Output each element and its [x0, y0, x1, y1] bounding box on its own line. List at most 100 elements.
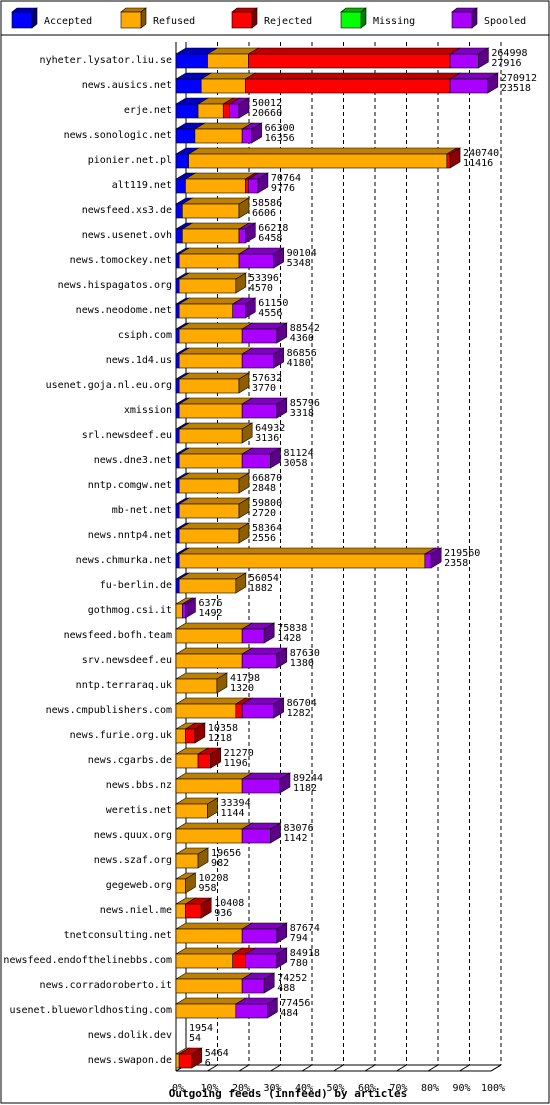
bar-row	[174, 47, 490, 69]
total-label: 1954	[189, 1023, 213, 1034]
total-label: 88542	[290, 323, 320, 334]
bar-segment-spooled	[241, 928, 278, 944]
bar-segment-top	[178, 472, 251, 480]
accepted-label: 11416	[463, 158, 493, 169]
floor-tick	[333, 1064, 344, 1072]
bar-segment-spooled	[182, 603, 186, 619]
bar-segment-top	[174, 622, 254, 630]
x-tick-label: 90%	[452, 1083, 470, 1094]
bar-row	[174, 772, 292, 794]
bar-segment-top	[174, 997, 247, 1005]
x-tick-label: 70%	[389, 1083, 407, 1094]
total-label: 58586	[252, 198, 282, 209]
bar-side	[478, 47, 489, 69]
bar-segment-refused	[175, 903, 186, 919]
floor-tick	[270, 1064, 281, 1072]
bar-row	[174, 847, 210, 869]
bar-row	[174, 747, 222, 769]
bar-segment-rejected	[245, 78, 451, 94]
bar-segment-refused	[175, 828, 243, 844]
bar-segment-accepted	[175, 128, 196, 144]
bar-row	[174, 597, 197, 619]
category-label: news.usenet.ovh	[82, 230, 172, 241]
total-label: 66870	[252, 473, 282, 484]
legend: Accepted Refused Rejected Missing Spooled	[0, 0, 550, 36]
bar-segment-accepted	[175, 103, 199, 119]
accepted-label: 3318	[290, 408, 314, 419]
bar-side	[216, 672, 228, 694]
bar-side	[194, 722, 206, 744]
total-label: 81124	[284, 448, 314, 459]
legend-item-refused: Refused	[120, 7, 195, 29]
bar-segment-refused	[200, 78, 246, 94]
bar-segment-spooled	[241, 653, 278, 669]
bar-side	[245, 222, 256, 244]
legend-swatch	[231, 11, 253, 29]
accepted-label: 1182	[293, 783, 317, 794]
total-label: 240740	[463, 148, 499, 159]
accepted-label: 9776	[271, 183, 295, 194]
bar-segment-refused	[178, 253, 240, 269]
total-label: 219560	[444, 548, 480, 559]
accepted-label: 16356	[265, 133, 295, 144]
bar-row	[174, 297, 257, 319]
category-label: nntp.comgw.net	[88, 480, 172, 491]
floor-tick	[301, 1064, 313, 1072]
bar-row	[174, 797, 219, 819]
x-ticks: 0% 10% 20% 30% 40% 50% 60% 70% 80% 90% 100%	[172, 1083, 505, 1094]
category-label: xmission	[124, 405, 172, 416]
category-label: newsfeed.xs3.de	[82, 205, 172, 216]
accepted-label: 6606	[252, 208, 276, 219]
bar-segment-refused	[207, 53, 249, 69]
accepted-label: 1282	[287, 708, 311, 719]
bar-segment-accepted	[175, 553, 180, 569]
bar-segment-refused	[175, 803, 208, 819]
bar-segment-top	[244, 72, 462, 80]
bar-side	[270, 822, 281, 844]
bar-row	[174, 897, 213, 919]
total-label: 19656	[211, 848, 241, 859]
accepted-label: 936	[214, 908, 232, 919]
bar-side	[276, 647, 288, 669]
total-label: 270912	[501, 73, 537, 84]
bar-segment-refused	[197, 103, 224, 119]
accepted-label: 2358	[444, 558, 468, 569]
total-label: 70764	[271, 173, 301, 184]
category-label: mb-net.net	[112, 505, 172, 516]
category-label: news.nntp4.net	[88, 530, 172, 541]
bar-segment-refused	[175, 728, 186, 744]
accepted-label: 484	[280, 1008, 298, 1019]
bar-side	[238, 497, 250, 519]
bar-segment-top	[184, 172, 257, 180]
bar-side	[185, 872, 196, 894]
bar-side	[449, 147, 461, 169]
bar-side	[238, 372, 250, 394]
bar-row	[174, 397, 288, 419]
accepted-label: 982	[211, 858, 229, 869]
floor-tick	[490, 1064, 502, 1072]
bar-segment-refused	[185, 178, 246, 194]
legend-swatch	[120, 11, 142, 29]
x-tick-label: 10%	[200, 1083, 218, 1094]
category-labels: nyheter.lysator.liu.se news.ausics.net erj…	[3, 55, 172, 1066]
bar-segment-accepted	[175, 453, 180, 469]
total-label: 50012	[252, 98, 282, 109]
bar-segment-refused	[178, 578, 237, 594]
bar-row	[174, 997, 279, 1019]
bar-segment-rejected	[178, 1053, 193, 1069]
category-label: tnetconsulting.net	[64, 930, 172, 941]
accepted-label: 1380	[290, 658, 314, 669]
total-label: 58364	[252, 523, 282, 534]
bar-side	[251, 122, 262, 144]
bar-segment-refused	[175, 978, 243, 994]
bar-side	[207, 797, 218, 819]
bar-row	[174, 872, 197, 894]
total-label: 77456	[280, 998, 310, 1009]
accepted-label: 780	[290, 958, 308, 969]
bar-segment-refused	[178, 378, 240, 394]
bar-segment-spooled	[241, 353, 274, 369]
total-label: 61150	[258, 298, 288, 309]
total-label: 83076	[284, 823, 314, 834]
bar-side	[245, 297, 256, 319]
total-label: 10408	[214, 898, 244, 909]
